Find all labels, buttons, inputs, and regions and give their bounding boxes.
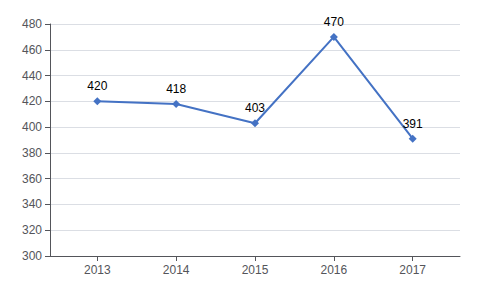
svg-text:2016: 2016 <box>320 263 347 277</box>
svg-text:300: 300 <box>22 249 42 263</box>
svg-text:340: 340 <box>22 197 42 211</box>
svg-text:391: 391 <box>403 117 423 131</box>
svg-text:2014: 2014 <box>163 263 190 277</box>
svg-text:2015: 2015 <box>242 263 269 277</box>
svg-text:2013: 2013 <box>84 263 111 277</box>
svg-text:403: 403 <box>245 101 265 115</box>
svg-text:420: 420 <box>22 94 42 108</box>
svg-text:420: 420 <box>87 79 107 93</box>
svg-text:470: 470 <box>324 15 344 29</box>
svg-text:2017: 2017 <box>399 263 426 277</box>
svg-text:320: 320 <box>22 223 42 237</box>
svg-text:460: 460 <box>22 43 42 57</box>
svg-text:360: 360 <box>22 172 42 186</box>
svg-text:380: 380 <box>22 146 42 160</box>
svg-text:480: 480 <box>22 17 42 31</box>
svg-text:400: 400 <box>22 120 42 134</box>
svg-text:418: 418 <box>166 82 186 96</box>
svg-text:440: 440 <box>22 69 42 83</box>
